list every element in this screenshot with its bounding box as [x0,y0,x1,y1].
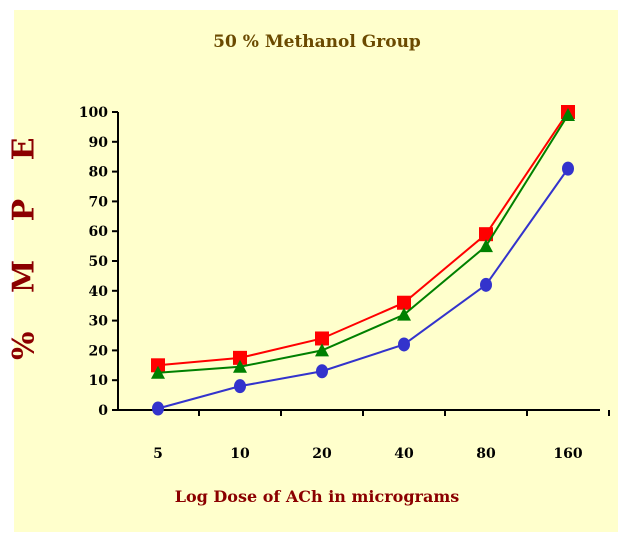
x-tick-label: 160 [553,446,582,462]
x-tick-label: 5 [153,446,163,462]
x-ticks: 5 10 20 40 80 160 [153,410,610,462]
series-triangle [151,107,575,379]
data-point-triangle [479,239,493,253]
series-line [157,114,569,374]
y-tick-label: 0 [98,403,108,419]
x-tick-label: 40 [394,446,414,462]
y-tick-label: 100 [79,105,108,121]
data-point-circle [152,401,164,416]
series-line [157,111,569,367]
y-ticks: 0 10 20 30 40 50 60 70 80 90 100 [79,105,118,419]
data-point-circle [234,379,246,394]
x-tick-label: 20 [312,446,332,462]
data-point-square [151,358,165,373]
series-circle [152,161,574,416]
y-tick-label: 60 [89,224,109,240]
x-tick-label: 10 [230,446,250,462]
axes [117,112,600,411]
series-line [157,168,569,410]
y-tick-label: 30 [89,314,109,330]
data-point-square [315,331,329,346]
data-point-triangle [315,343,329,357]
data-point-square [233,350,247,365]
x-axis-label: Log Dose of ACh in micrograms [174,487,460,506]
data-point-triangle [151,365,165,379]
y-tick-label: 40 [89,284,109,300]
y-tick-label: 50 [89,254,109,270]
data-point-triangle [233,359,247,373]
y-tick-label: 90 [89,135,109,151]
data-point-circle [316,364,328,379]
data-point-circle [480,277,492,292]
data-point-triangle [561,107,575,121]
series-square [151,105,575,373]
chart-background [14,10,618,532]
data-point-circle [562,161,574,176]
data-point-circle [398,337,410,352]
y-tick-label: 10 [89,373,109,389]
y-tick-label: 80 [89,165,109,181]
x-tick-label: 80 [476,446,496,462]
y-tick-label: 70 [89,194,109,210]
y-tick-label: 20 [89,343,109,359]
data-point-square [479,227,493,242]
chart-title: 50 % Methanol Group [213,32,421,52]
series-group [151,105,575,416]
data-point-triangle [397,307,411,321]
data-point-square [397,295,411,310]
